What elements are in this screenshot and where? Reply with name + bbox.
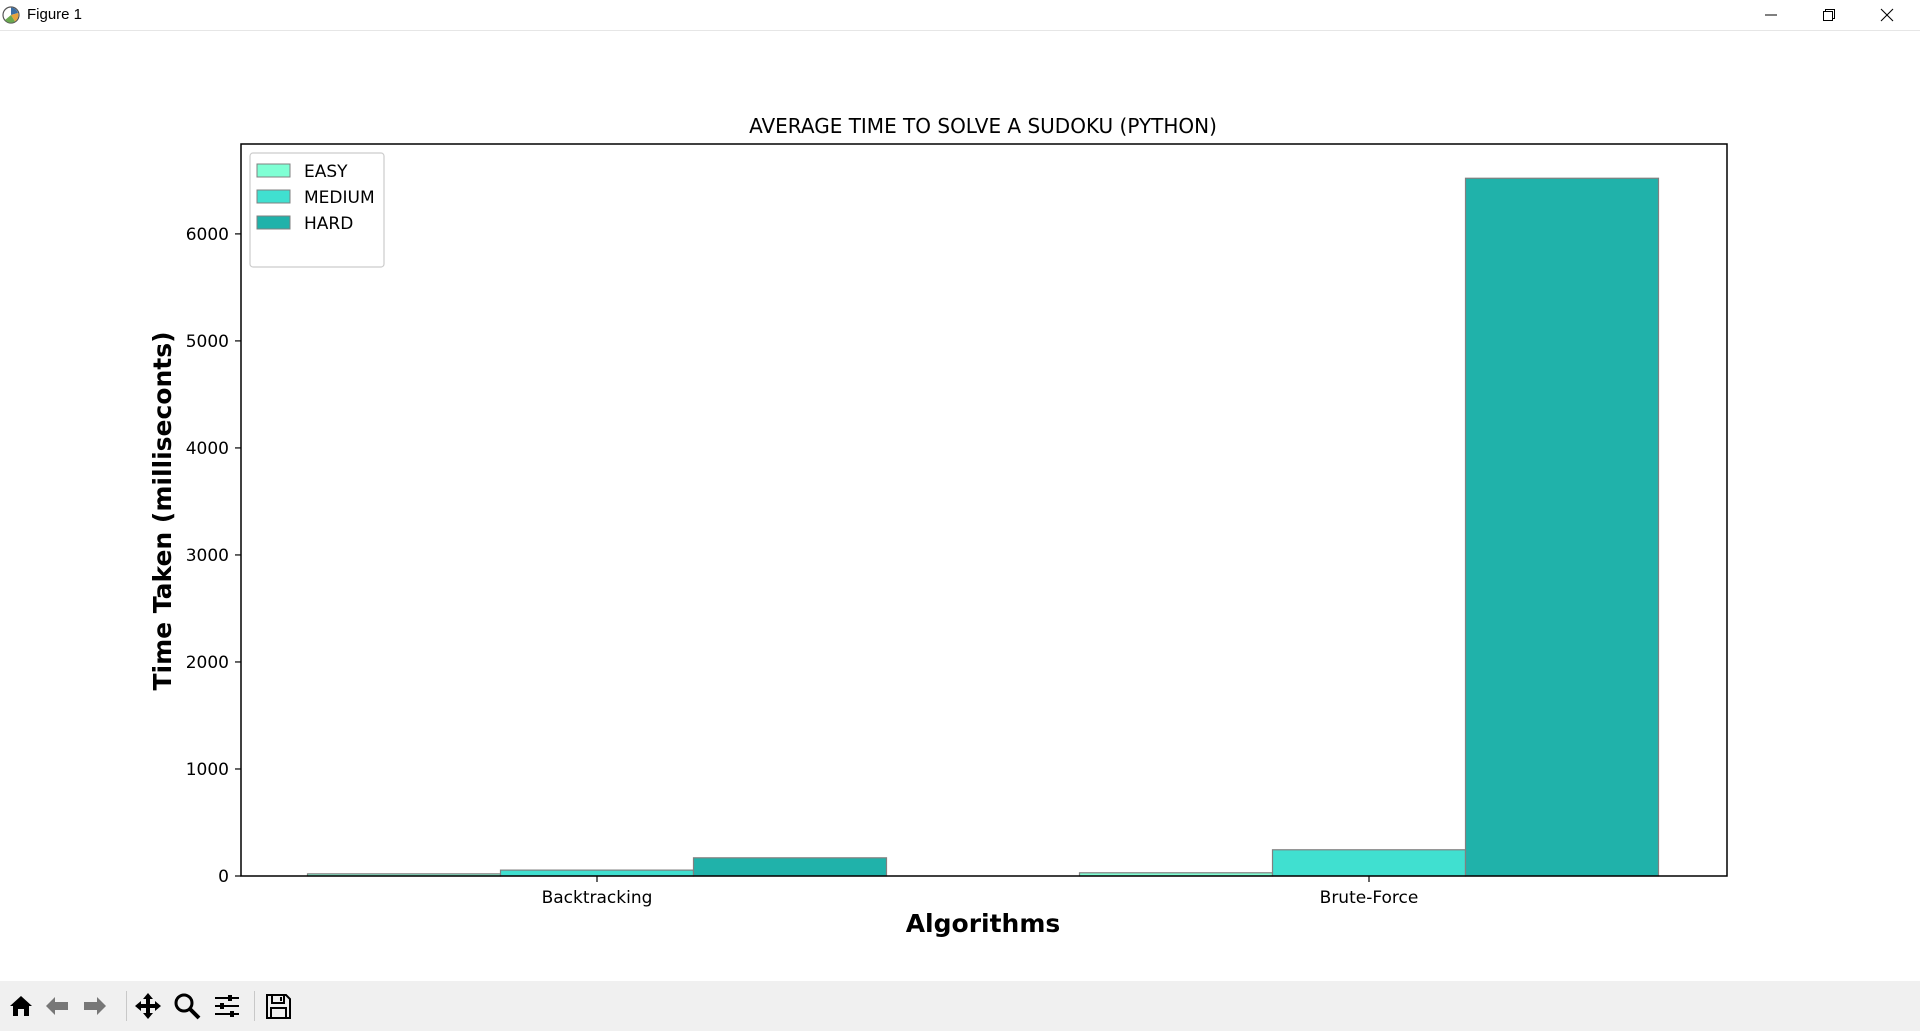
x-axis-label: Algorithms	[906, 909, 1061, 938]
zoom-icon	[174, 993, 201, 1020]
x-tick-label: Backtracking	[542, 888, 653, 908]
legend-label-easy: EASY	[304, 162, 348, 182]
configure-subplots-icon	[215, 995, 239, 1017]
bar-hard-brute-force	[1464, 177, 1660, 877]
bar-chart: AVERAGE TIME TO SOLVE A SUDOKU (PYTHON) …	[148, 114, 1728, 938]
y-axis-ticks: 0 1000 2000 3000 4000 5000 6000	[186, 225, 241, 887]
legend-swatch-medium	[256, 189, 291, 204]
restore-button[interactable]	[1800, 0, 1858, 30]
save-icon	[266, 994, 291, 1019]
back-button[interactable]	[40, 989, 74, 1023]
window-title: Figure 1	[27, 6, 83, 23]
legend: EASY MEDIUM HARD	[249, 152, 385, 268]
close-icon	[1880, 8, 1894, 22]
restore-icon	[1823, 9, 1835, 21]
y-tick-label: 0	[218, 867, 229, 887]
legend-swatch-hard	[256, 215, 291, 230]
bar-medium-backtracking	[499, 869, 695, 877]
legend-swatch-easy	[256, 163, 291, 178]
bar-hard-backtracking	[692, 857, 888, 877]
save-button[interactable]	[261, 989, 295, 1023]
pan-button[interactable]	[131, 989, 165, 1023]
minimize-button[interactable]	[1742, 0, 1800, 30]
forward-button[interactable]	[78, 989, 112, 1023]
y-axis-label: Time Taken (milliseconts)	[148, 331, 177, 690]
x-axis-ticks: Backtracking Brute-Force	[542, 876, 1419, 908]
zoom-button[interactable]	[170, 989, 204, 1023]
legend-frame	[249, 152, 385, 268]
x-tick-label: Brute-Force	[1320, 888, 1419, 908]
forward-arrow-icon	[84, 997, 106, 1015]
close-button[interactable]	[1858, 0, 1916, 30]
y-tick-label: 3000	[186, 546, 229, 566]
bar-medium-brute-force	[1271, 849, 1467, 877]
bars-group	[306, 177, 1660, 877]
back-arrow-icon	[46, 997, 68, 1015]
home-icon	[10, 996, 32, 1016]
minimize-icon	[1765, 14, 1777, 16]
legend-label-medium: MEDIUM	[304, 188, 375, 208]
y-tick-label: 5000	[186, 332, 229, 352]
y-tick-label: 2000	[186, 653, 229, 673]
home-button[interactable]	[4, 989, 38, 1023]
pan-icon	[135, 993, 161, 1019]
toolbar-separator	[126, 991, 127, 1021]
app-icon	[2, 6, 20, 24]
legend-label-hard: HARD	[304, 214, 353, 234]
y-tick-label: 4000	[186, 439, 229, 459]
chart-title: AVERAGE TIME TO SOLVE A SUDOKU (PYTHON)	[749, 114, 1217, 138]
figure-canvas: AVERAGE TIME TO SOLVE A SUDOKU (PYTHON) …	[0, 31, 1920, 981]
navigation-toolbar	[0, 981, 1920, 1031]
configure-subplots-button[interactable]	[210, 989, 244, 1023]
y-tick-label: 6000	[186, 225, 229, 245]
plot-frame	[240, 143, 1728, 877]
title-bar: Figure 1	[0, 0, 1920, 31]
toolbar-separator	[254, 991, 255, 1021]
y-tick-label: 1000	[186, 760, 229, 780]
